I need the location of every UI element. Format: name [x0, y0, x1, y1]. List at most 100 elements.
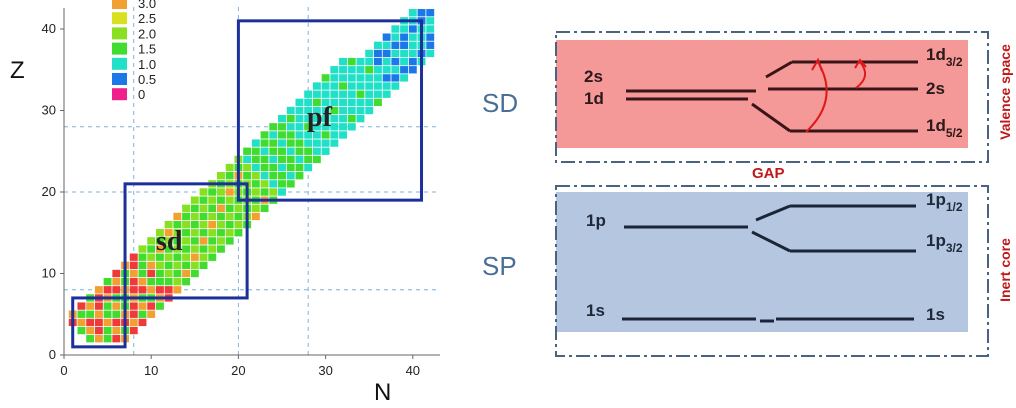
x-tick-label: 10 — [144, 363, 158, 378]
nuclide-cell — [426, 49, 435, 58]
nuclide-cell — [339, 66, 347, 74]
nuclide-cell — [208, 229, 217, 237]
nuclide-cell — [155, 261, 164, 270]
nuclide-cell — [77, 318, 86, 327]
nuclide-cell — [286, 131, 295, 139]
nuclide-cell — [103, 335, 112, 343]
nuclide-cell — [243, 172, 252, 180]
nuclide-cell — [382, 82, 391, 90]
arrowhead-large — [811, 57, 823, 72]
nuclide-cell — [217, 237, 225, 245]
nuclide-cell — [86, 302, 95, 310]
nuclide-cell — [269, 139, 278, 147]
nuclide-cell — [365, 90, 374, 98]
nuclide-cell — [339, 106, 347, 115]
legend-label: 3.0 — [138, 0, 156, 11]
y-axis-label: Z — [10, 57, 25, 84]
nuclide-cell — [199, 245, 208, 253]
nuclide-cell — [208, 237, 217, 245]
nuclide-cell — [278, 163, 286, 172]
nuclide-cell — [321, 106, 330, 115]
nuclide-cell — [173, 261, 182, 270]
nuclide-cell — [147, 261, 156, 270]
y-tick-label: 40 — [42, 21, 56, 36]
nuclide-cell — [286, 139, 295, 147]
legend-swatch — [112, 27, 127, 40]
nuclide-cell — [400, 25, 409, 33]
nuclide-cell — [112, 326, 121, 335]
nuclide-cell — [295, 163, 304, 172]
nuclide-cell — [286, 180, 295, 188]
nuclide-cell — [269, 180, 278, 188]
nuclide-cell — [199, 229, 208, 237]
nuclide-cell — [339, 74, 347, 82]
nuclide-cell — [234, 204, 243, 212]
nuclide-cell — [347, 57, 356, 66]
nuclide-cell — [173, 286, 182, 294]
nuclide-cell — [77, 326, 86, 335]
nuclide-cell — [243, 155, 252, 164]
nuclide-cell — [138, 277, 147, 286]
nuclide-cell — [365, 106, 374, 115]
nuclide-cell — [217, 188, 225, 196]
nuclide-cell — [217, 220, 225, 229]
nuclide-cell — [408, 25, 417, 33]
nuclide-cell — [164, 245, 173, 253]
nuclide-cell — [208, 220, 217, 229]
nuclide-cell — [173, 212, 182, 221]
nuclide-cell — [86, 335, 95, 343]
nuclide-cell — [260, 147, 269, 155]
nuclide-cell — [251, 172, 260, 180]
nuclide-cell — [138, 286, 147, 294]
nuclide-cell — [190, 212, 199, 221]
nuclide-cell — [286, 123, 295, 131]
nuclide-cell — [225, 212, 234, 221]
nuclide-cell — [199, 261, 208, 270]
nuclide-cell — [339, 90, 347, 98]
nuclide-cell — [251, 188, 260, 196]
nuclide-cell — [269, 163, 278, 172]
inert-core-box — [556, 192, 968, 332]
arrowhead-small — [854, 58, 867, 69]
nuclide-cell — [260, 172, 269, 180]
nuclide-cell — [243, 147, 252, 155]
nuclide-cell — [112, 302, 121, 310]
y-tick-label: 10 — [42, 266, 56, 281]
nuclide-cell — [339, 123, 347, 131]
nuclide-cell — [330, 74, 339, 82]
sp-right-label-1p32: 1p3/2 — [926, 231, 963, 255]
nuclide-cell — [391, 49, 400, 58]
nuclide-cell — [190, 253, 199, 261]
nuclide-cell — [312, 98, 321, 107]
nuclide-cell — [164, 229, 173, 237]
nuclide-cell — [225, 188, 234, 196]
nuclide-cell — [321, 82, 330, 90]
nuclide-cell — [190, 269, 199, 278]
nuclide-cell — [208, 245, 217, 253]
nuclide-cell — [295, 155, 304, 164]
legend-label: 1.5 — [138, 42, 156, 57]
nuclide-cell — [129, 318, 138, 327]
nuclide-cell — [217, 196, 225, 204]
x-tick-label: 0 — [60, 363, 67, 378]
nuclide-cell — [278, 155, 286, 164]
nuclide-cell — [304, 131, 313, 139]
nuclide-cell — [400, 66, 409, 74]
nuclide-cell — [356, 114, 365, 123]
nuclide-cell — [382, 49, 391, 58]
nuclide-cell — [129, 286, 138, 294]
nuclide-cell — [86, 326, 95, 335]
nuclide-cell — [208, 253, 217, 261]
nuclide-cell — [199, 188, 208, 196]
nuclide-cell — [312, 114, 321, 123]
nuclide-cell — [155, 245, 164, 253]
nuclide-cell — [373, 49, 382, 58]
nuclide-cell — [356, 74, 365, 82]
sd-left-label-2s: 2s — [584, 67, 603, 86]
nuclide-cell — [278, 139, 286, 147]
nuclide-cell — [182, 245, 191, 253]
nuclide-cell — [391, 74, 400, 82]
nuclide-cell — [217, 204, 225, 212]
